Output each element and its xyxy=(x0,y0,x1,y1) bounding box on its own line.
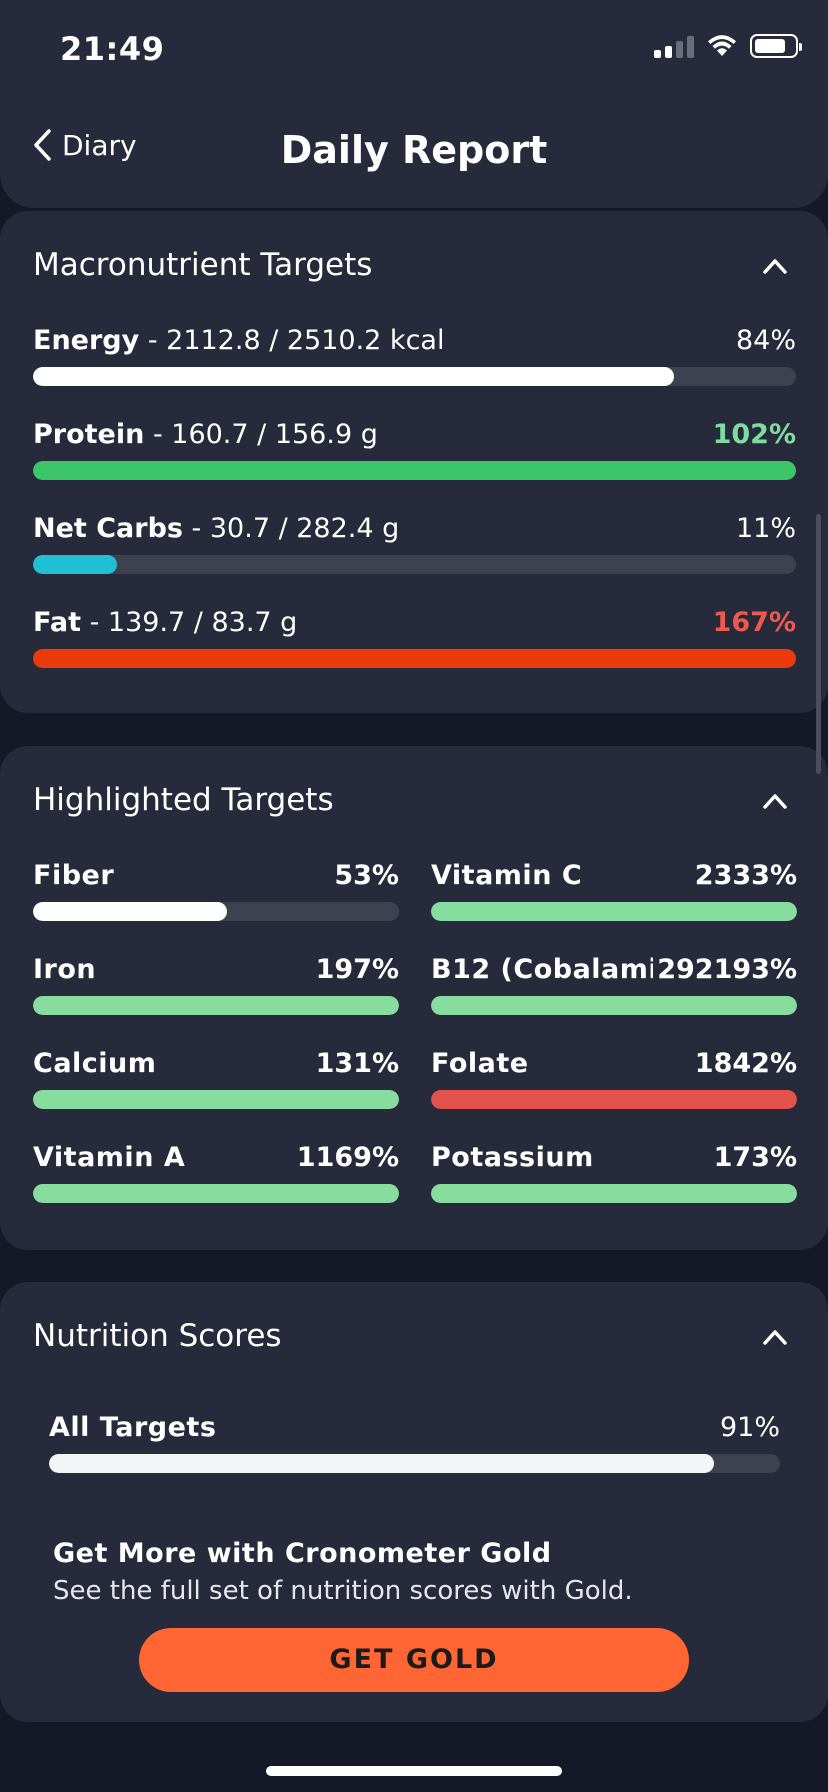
progress-bar xyxy=(33,649,796,668)
macro-pct: 11% xyxy=(735,513,796,544)
target-pct: 2333% xyxy=(690,860,797,891)
progress-fill xyxy=(33,649,796,668)
target-pct: 197% xyxy=(311,954,399,985)
status-icons xyxy=(654,34,802,58)
gold-promo-title: Get More with Cronometer Gold xyxy=(53,1538,552,1569)
progress-fill xyxy=(33,555,117,574)
back-label: Diary xyxy=(62,128,137,162)
cellular-signal-icon xyxy=(654,34,694,58)
macro-name: Fat xyxy=(33,607,81,638)
page-title: Daily Report xyxy=(280,128,548,172)
macro-detail: - 30.7 / 282.4 g xyxy=(182,513,400,544)
highlighted-target-item[interactable]: Vitamin A 1169% xyxy=(33,1142,399,1203)
target-name: Folate xyxy=(431,1048,529,1079)
chevron-up-icon[interactable] xyxy=(762,1328,788,1346)
chevron-left-icon xyxy=(34,129,51,161)
progress-fill xyxy=(431,902,797,921)
progress-bar xyxy=(33,461,796,480)
target-pct: 292193% xyxy=(653,954,797,985)
highlighted-target-item[interactable]: Potassium 173% xyxy=(431,1142,797,1203)
macro-name: Energy xyxy=(33,325,140,356)
macro-row-fat[interactable]: Fat - 139.7 / 83.7 g 167% xyxy=(33,607,796,668)
macronutrient-targets-title: Macronutrient Targets xyxy=(33,247,373,283)
progress-bar xyxy=(431,996,797,1015)
target-name: B12 (Cobalamin) xyxy=(431,954,676,985)
progress-fill xyxy=(33,996,399,1015)
progress-bar xyxy=(431,1184,797,1203)
progress-fill xyxy=(431,996,797,1015)
progress-fill xyxy=(33,1090,399,1109)
nutrition-scores-title: Nutrition Scores xyxy=(33,1318,282,1354)
highlighted-target-item[interactable]: Vitamin C 2333% xyxy=(431,860,797,921)
macro-row-energy[interactable]: Energy - 2112.8 / 2510.2 kcal 84% xyxy=(33,325,796,386)
progress-bar xyxy=(431,902,797,921)
progress-bar xyxy=(33,367,796,386)
target-name: Potassium xyxy=(431,1142,594,1173)
target-pct: 173% xyxy=(709,1142,797,1173)
macro-detail: - 2112.8 / 2510.2 kcal xyxy=(139,325,445,356)
progress-fill xyxy=(33,1184,399,1203)
target-pct: 1169% xyxy=(292,1142,399,1173)
target-pct: 1842% xyxy=(690,1048,797,1079)
highlighted-targets-card: Highlighted Targets Fiber 53% Vitamin C 233… xyxy=(0,746,828,1250)
macro-pct: 102% xyxy=(712,419,796,450)
progress-fill xyxy=(431,1184,797,1203)
target-name: Calcium xyxy=(33,1048,157,1079)
highlighted-target-item[interactable]: Calcium 131% xyxy=(33,1048,399,1109)
highlighted-target-item[interactable]: Iron 197% xyxy=(33,954,399,1015)
back-button[interactable]: Diary xyxy=(32,128,137,162)
all-targets-label: All Targets xyxy=(49,1412,217,1443)
progress-fill xyxy=(49,1454,715,1473)
gold-promo-subtitle: See the full set of nutrition scores wit… xyxy=(53,1576,633,1606)
progress-fill xyxy=(33,902,227,921)
macro-row-net-carbs[interactable]: Net Carbs - 30.7 / 282.4 g 11% xyxy=(33,513,796,574)
macro-detail: - 139.7 / 83.7 g xyxy=(81,607,298,638)
target-pct: 131% xyxy=(311,1048,399,1079)
macro-row-protein[interactable]: Protein - 160.7 / 156.9 g 102% xyxy=(33,419,796,480)
battery-icon xyxy=(750,34,802,58)
highlighted-target-item[interactable]: Fiber 53% xyxy=(33,860,399,921)
macro-name: Protein xyxy=(33,419,145,450)
status-time: 21:49 xyxy=(60,30,165,68)
nutrition-scores-card: Nutrition Scores All Targets 91% Get Mor… xyxy=(0,1282,828,1722)
target-name: Iron xyxy=(33,954,97,985)
highlighted-target-item[interactable]: B12 (Cobalamin) 292193% xyxy=(431,954,797,1015)
progress-bar xyxy=(431,1090,797,1109)
macro-pct: 167% xyxy=(712,607,796,638)
progress-bar xyxy=(33,902,399,921)
macro-name: Net Carbs xyxy=(33,513,183,544)
wifi-icon xyxy=(708,35,736,56)
highlighted-targets-title: Highlighted Targets xyxy=(33,782,334,818)
progress-bar xyxy=(49,1454,780,1473)
macro-pct: 84% xyxy=(735,325,796,356)
all-targets-pct: 91% xyxy=(719,1412,780,1443)
macro-detail: - 160.7 / 156.9 g xyxy=(144,419,378,450)
target-name: Fiber xyxy=(33,860,115,891)
progress-bar xyxy=(33,996,399,1015)
macronutrient-targets-card: Macronutrient Targets Energy - 2112.8 / … xyxy=(0,211,828,713)
progress-bar xyxy=(33,1090,399,1109)
home-indicator[interactable] xyxy=(266,1766,562,1776)
progress-bar xyxy=(33,1184,399,1203)
progress-fill xyxy=(33,367,674,386)
progress-fill xyxy=(33,461,796,480)
chevron-up-icon[interactable] xyxy=(762,792,788,810)
scrollbar[interactable] xyxy=(816,514,821,774)
all-targets-score[interactable]: All Targets 91% xyxy=(49,1412,780,1473)
get-gold-button[interactable]: GET GOLD xyxy=(139,1628,689,1692)
chevron-up-icon[interactable] xyxy=(762,257,788,275)
top-nav-bar: 21:49 Diary Daily Report xyxy=(0,0,828,208)
target-name: Vitamin C xyxy=(431,860,583,891)
progress-fill xyxy=(431,1090,797,1109)
target-name: Vitamin A xyxy=(33,1142,186,1173)
target-pct: 53% xyxy=(330,860,399,891)
progress-bar xyxy=(33,555,796,574)
highlighted-target-item[interactable]: Folate 1842% xyxy=(431,1048,797,1109)
